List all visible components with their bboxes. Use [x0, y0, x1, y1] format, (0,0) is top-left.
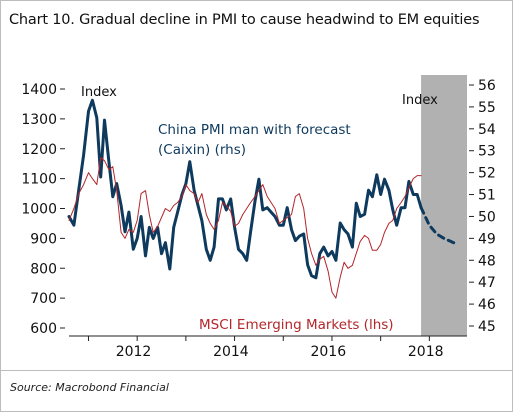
x-axis-tick-label: 2014 [213, 344, 249, 360]
right-axis-tick-label: 52 [478, 166, 496, 182]
right-axis-tick-label: 51 [478, 188, 496, 204]
pmi-series-label-line1: China PMI man with forecast [158, 122, 351, 138]
right-axis-tick-label: 47 [478, 275, 496, 291]
x-axis-tick-label: 2018 [408, 344, 444, 360]
right-axis-tick-label: 55 [478, 100, 496, 116]
left-axis-tick-label: 1300 [21, 112, 57, 128]
right-axis-title: Index [402, 93, 438, 108]
pmi-series-label-line2: (Caixin) (rhs) [158, 142, 246, 158]
right-axis-tick-label: 54 [478, 122, 496, 138]
right-axis-tick-label: 53 [478, 144, 496, 160]
right-axis-tick-label: 56 [478, 78, 496, 94]
right-axis-tick-label: 48 [478, 253, 496, 269]
left-axis-tick-label: 800 [30, 261, 57, 277]
chart-title: Chart 10. Gradual decline in PMI to caus… [9, 12, 480, 28]
right-axis-tick-label: 45 [478, 319, 496, 335]
left-axis-tick-label: 700 [30, 291, 57, 307]
msci-series-label: MSCI Emerging Markets (lhs) [199, 317, 394, 333]
left-axis-title: Index [81, 85, 117, 100]
right-axis-tick-label: 46 [478, 297, 496, 313]
left-axis-tick-label: 1100 [21, 172, 57, 188]
x-axis-tick-label: 2012 [116, 344, 152, 360]
left-axis-tick-label: 1400 [21, 82, 57, 98]
china-pmi-line [67, 98, 423, 280]
left-axis-tick-label: 900 [30, 231, 57, 247]
chart-plot: 600 700 800 900 1000 1100 1200 1300 1400 Index 45 4… [21, 75, 496, 360]
left-axis-tick-label: 1200 [21, 142, 57, 158]
left-axis-tick-label: 600 [30, 321, 57, 337]
right-axis-tick-label: 49 [478, 231, 496, 247]
x-axis-tick-label: 2016 [310, 344, 346, 360]
left-axis-tick-label: 1000 [21, 202, 57, 218]
pmi-forecast-line [419, 206, 456, 245]
forecast-shade [421, 75, 467, 336]
source-divider [1, 370, 512, 371]
msci-em-line [68, 157, 422, 299]
source-note: Source: Macrobond Financial [10, 381, 169, 394]
right-axis-tick-label: 50 [478, 209, 496, 225]
